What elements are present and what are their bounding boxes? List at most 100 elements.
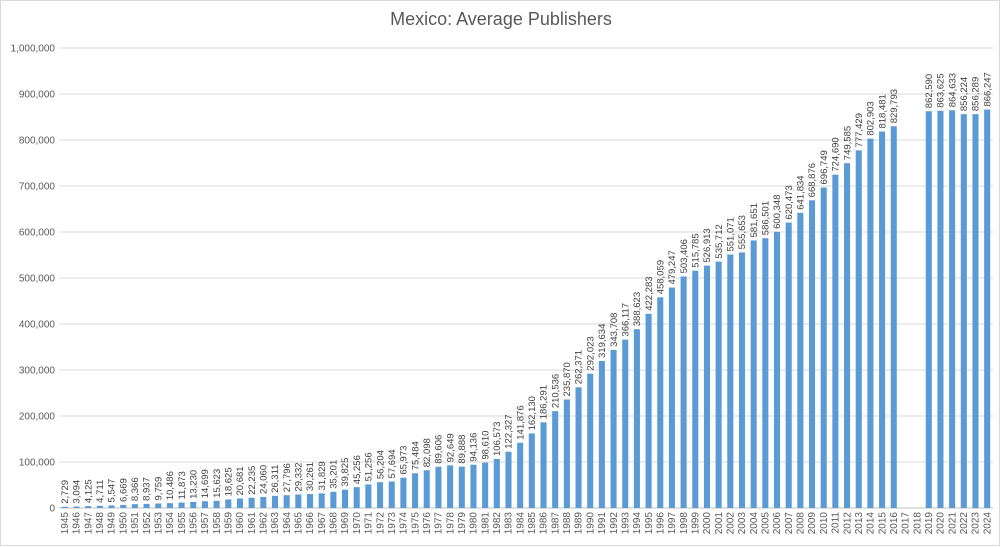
data-label: 641,834 [796, 175, 807, 209]
y-tick-label: 100,000 [19, 458, 56, 469]
data-label: 92,649 [445, 433, 456, 462]
x-tick-label: 1971 [364, 512, 375, 535]
bar [703, 265, 710, 508]
bar [388, 481, 395, 508]
bar [377, 482, 384, 508]
data-label: 6,669 [118, 478, 129, 502]
data-label: 724,690 [831, 137, 842, 171]
x-tick-label: 2005 [761, 512, 772, 535]
data-label: 535,712 [714, 224, 725, 258]
bar [493, 458, 500, 508]
data-label: 89,606 [434, 435, 445, 464]
x-tick-label: 1956 [188, 512, 199, 535]
bar [750, 240, 757, 508]
chart-title: Mexico: Average Publishers [390, 9, 612, 29]
data-label: 4,711 [95, 480, 106, 503]
bar [540, 422, 547, 508]
x-tick-label: 1955 [177, 512, 188, 535]
bar [73, 506, 80, 508]
x-tick-label: 2003 [737, 512, 748, 535]
x-tick-label: 1987 [550, 512, 561, 535]
bar [143, 503, 150, 508]
bar [248, 497, 255, 508]
bar [715, 261, 722, 508]
x-tick-label: 1975 [410, 512, 421, 535]
bar [738, 252, 746, 508]
bar [85, 506, 92, 508]
x-tick-label: 2004 [749, 512, 760, 535]
x-tick-label: 1964 [282, 512, 293, 535]
bar [225, 499, 232, 508]
x-tick-label: 1979 [457, 512, 468, 535]
bar [283, 495, 290, 508]
bar [447, 465, 454, 508]
data-label: 18,625 [223, 467, 234, 496]
data-label: 581,651 [749, 203, 760, 237]
data-label: 24,060 [259, 465, 270, 494]
bar [832, 174, 839, 509]
x-tick-label: 2012 [842, 512, 853, 535]
y-tick-label: 0 [49, 504, 55, 515]
bar [201, 501, 208, 508]
bar [435, 466, 442, 508]
x-tick-label: 1954 [165, 512, 176, 535]
bar [120, 504, 127, 508]
data-label: 319,634 [597, 324, 608, 358]
x-tick-label: 1973 [387, 512, 398, 535]
data-label: 479,247 [667, 250, 678, 284]
x-tick-label: 1981 [480, 512, 491, 535]
bar [610, 349, 617, 508]
data-label: 75,484 [410, 441, 421, 470]
x-tick-label: 2024 [982, 512, 993, 535]
data-label: 94,136 [469, 433, 480, 462]
data-label: 4,125 [83, 479, 94, 503]
x-tick-label: 2023 [971, 512, 982, 535]
x-tick-label: 1985 [527, 512, 538, 535]
data-label: 57,694 [387, 449, 398, 478]
data-label: 5,547 [107, 479, 118, 503]
bar [563, 399, 570, 508]
bar [622, 339, 629, 508]
x-tick-label: 1986 [539, 512, 550, 535]
x-tick-label: 1997 [667, 512, 678, 535]
x-tick-label: 1959 [223, 512, 234, 535]
x-tick-label: 1978 [445, 512, 456, 535]
data-label: 802,903 [866, 101, 877, 135]
data-label: 343,708 [609, 313, 620, 347]
bar [166, 503, 173, 508]
x-tick-label: 2001 [714, 512, 725, 535]
data-label: 235,870 [562, 362, 573, 396]
x-tick-label: 1992 [609, 512, 620, 535]
bar [937, 110, 944, 509]
data-label: 9,759 [153, 477, 164, 501]
x-tick-label: 1965 [294, 512, 305, 535]
bar [213, 500, 220, 508]
data-label: 14,699 [200, 469, 211, 498]
bar [575, 387, 582, 508]
bar [470, 464, 477, 508]
x-tick-label: 1995 [644, 512, 655, 535]
data-label: 2,729 [60, 480, 71, 504]
bar [680, 276, 687, 508]
data-label: 13,230 [188, 470, 199, 499]
y-tick-label: 900,000 [19, 90, 56, 101]
bar [925, 111, 932, 508]
bar [330, 491, 337, 508]
x-tick-label: 1972 [375, 512, 386, 535]
x-tick-label: 1947 [83, 512, 94, 535]
x-tick-label: 1952 [142, 512, 153, 535]
x-tick-label: 1991 [597, 512, 608, 535]
bar [972, 114, 979, 509]
bar [96, 505, 103, 508]
data-label: 586,501 [761, 201, 772, 235]
data-label: 696,749 [819, 150, 830, 184]
bar [505, 451, 512, 508]
x-tick-label: 1945 [60, 512, 71, 535]
bar [727, 254, 734, 508]
x-tick-label: 1957 [200, 512, 211, 535]
bar [342, 489, 349, 508]
bar [960, 114, 967, 508]
y-tick-label: 700,000 [19, 182, 56, 193]
bar [295, 494, 302, 508]
x-tick-label: 1976 [422, 512, 433, 535]
